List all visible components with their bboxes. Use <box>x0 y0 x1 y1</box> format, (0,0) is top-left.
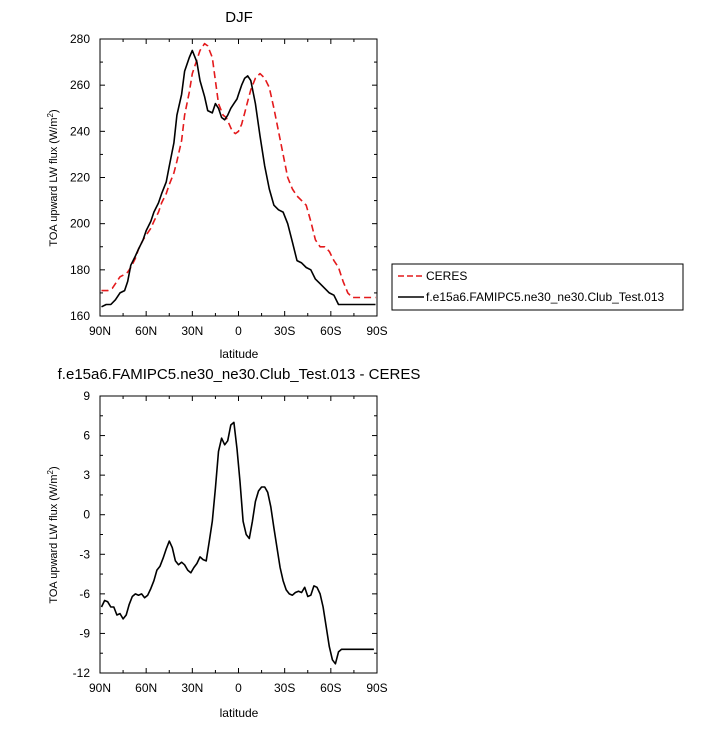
y-tick-label: 220 <box>70 171 90 185</box>
top-series-line-0 <box>101 42 376 299</box>
y-tick-label: 240 <box>70 124 90 138</box>
top-series-line-1 <box>101 49 376 308</box>
legend: CERES f.e15a6.FAMIPC5.ne30_ne30.Club_Tes… <box>391 263 684 311</box>
bottom-chart-ylabel: TOA upward LW flux (W/m2) <box>46 466 60 603</box>
bottom-chart-ticks: 90N 60N 30N 0 30S 60S 90S -12 -9 -6 -3 0 3 6 9 <box>73 389 388 695</box>
y-tick-label: 260 <box>70 78 90 92</box>
x-tick-label: 90N <box>89 324 111 338</box>
bottom-chart-series <box>100 421 374 665</box>
bottom-chart-xlabel: latitude <box>220 706 259 720</box>
x-tick-label: 60S <box>320 681 341 695</box>
y-tick-label: 0 <box>83 508 90 522</box>
top-chart-series <box>101 42 376 308</box>
x-tick-label: 30N <box>181 324 203 338</box>
y-tick-label: 180 <box>70 263 90 277</box>
legend-label-ceres: CERES <box>426 269 467 283</box>
y-tick-label: -6 <box>79 587 90 601</box>
bottom-chart-frame <box>99 395 378 674</box>
y-tick-label: -9 <box>79 626 90 640</box>
y-tick-label: -3 <box>79 547 90 561</box>
top-chart-xlabel: latitude <box>220 347 259 361</box>
y-tick-label: 6 <box>83 429 90 443</box>
x-tick-label: 60N <box>135 324 157 338</box>
legend-label-model: f.e15a6.FAMIPC5.ne30_ne30.Club_Test.013 <box>426 290 664 304</box>
x-tick-label: 30S <box>274 681 295 695</box>
x-tick-label: 90S <box>366 324 387 338</box>
y-tick-label: -12 <box>73 666 91 680</box>
top-chart-ticks: 90N 60N 30N 0 30S 60S 90S 160 180 200 220 240 260 280 <box>70 32 388 338</box>
y-tick-label: 160 <box>70 309 90 323</box>
top-chart-frame <box>99 38 378 317</box>
bottom-chart-title: f.e15a6.FAMIPC5.ne30_ne30.Club_Test.013 … <box>58 366 421 383</box>
legend-box <box>391 263 684 311</box>
x-tick-label: 0 <box>235 324 242 338</box>
x-tick-label: 0 <box>235 681 242 695</box>
bottom-series-line-0 <box>100 421 374 665</box>
x-tick-label: 30N <box>181 681 203 695</box>
x-tick-label: 60S <box>320 324 341 338</box>
x-tick-label: 60N <box>135 681 157 695</box>
x-tick-label: 90S <box>366 681 387 695</box>
y-tick-label: 9 <box>83 389 90 403</box>
top-chart-title: DJF <box>225 9 253 26</box>
x-tick-label: 90N <box>89 681 111 695</box>
top-chart-ylabel: TOA upward LW flux (W/m2) <box>46 109 60 246</box>
bottom-panel: f.e15a6.FAMIPC5.ne30_ne30.Club_Test.013 … <box>46 366 420 720</box>
y-tick-label: 200 <box>70 217 90 231</box>
y-tick-label: 280 <box>70 32 90 46</box>
top-panel: DJF 90N 60N 30N 0 30S 60S 90S 160 180 200 220 240 26… <box>46 9 684 361</box>
y-tick-label: 3 <box>83 468 90 482</box>
x-tick-label: 30S <box>274 324 295 338</box>
